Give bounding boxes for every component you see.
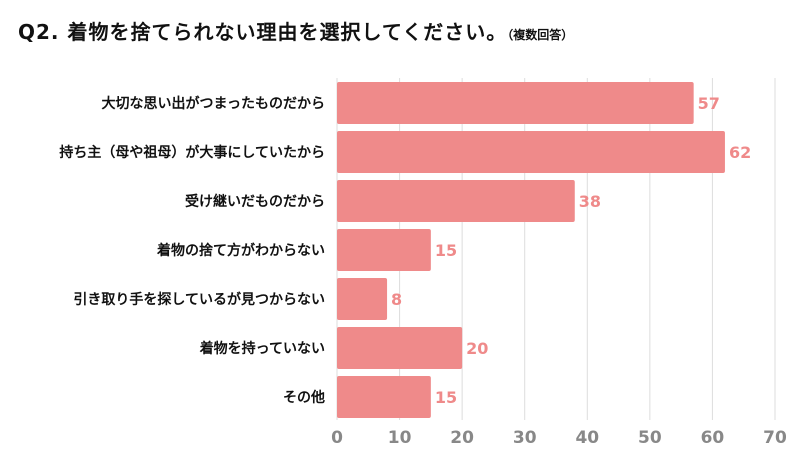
x-tick-label: 40 [575,428,599,448]
category-label: 着物の捨て方がわからない [156,242,325,259]
x-tick-label: 20 [450,428,474,448]
bars [337,82,725,418]
bar [337,278,388,320]
category-labels: 大切な思い出がつまったものだから持ち主（母や祖母）が大事にしていたから受け継いだ… [59,95,325,406]
value-label: 15 [435,241,457,260]
value-label: 20 [466,339,488,358]
bar [337,82,694,124]
x-tick-labels: 0 10 20 30 40 50 60 70 [331,428,787,448]
bar [337,229,431,271]
bar [337,376,431,418]
x-tick-label: 10 [388,428,412,448]
x-tick-label: 0 [331,428,343,448]
x-tick-label: 70 [763,428,787,448]
chart-subtitle: （複数回答） [507,28,574,42]
category-label: 受け継いだものだから [185,193,325,210]
chart-title: Q2. 着物を捨てられない理由を選択してください。（複数回答） [18,16,573,45]
bar [337,131,725,173]
value-label: 15 [435,388,457,407]
value-labels: 57 62 38 15 8 20 15 [391,94,751,407]
bar [337,327,463,369]
value-label: 57 [698,94,720,113]
x-tick-label: 60 [701,428,725,448]
value-label: 62 [729,143,751,162]
chart-title-main: Q2. 着物を捨てられない理由を選択してください。 [18,20,508,44]
value-label: 8 [391,290,402,309]
category-label: 引き取り手を探しているが見つからない [73,291,325,308]
x-tick-label: 50 [638,428,662,448]
category-label: 持ち主（母や祖母）が大事にしていたから [59,144,325,161]
value-label: 38 [579,192,601,211]
category-label: 着物を持っていない [199,340,325,357]
x-tick-label: 30 [513,428,537,448]
category-label: その他 [283,389,325,406]
category-label: 大切な思い出がつまったものだから [102,95,325,112]
bar [337,180,575,222]
